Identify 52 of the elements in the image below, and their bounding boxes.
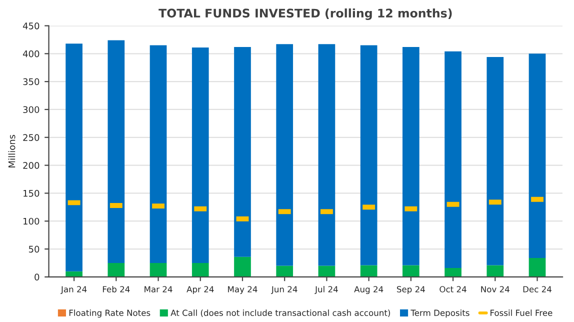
- bar: [192, 48, 209, 263]
- bar: [360, 45, 378, 266]
- bar: [528, 258, 546, 277]
- bar: [486, 57, 504, 266]
- bar: [108, 40, 125, 263]
- y-axis-title: Millions: [8, 134, 16, 168]
- y-tick-label: 350: [23, 78, 40, 86]
- bar: [318, 266, 336, 277]
- bar: [276, 44, 294, 266]
- legend-label: Fossil Fuel Free: [490, 310, 552, 316]
- x-tick-label: Jul 24: [314, 286, 338, 294]
- y-tick-label: 450: [22, 22, 40, 30]
- bar: [66, 44, 82, 272]
- bar: [108, 262, 125, 277]
- bar: [276, 266, 294, 277]
- x-tick-label: May 24: [228, 286, 258, 294]
- bar: [318, 44, 336, 266]
- bar: [444, 268, 462, 277]
- bar: [150, 262, 167, 277]
- y-tick-label: 150: [24, 190, 40, 197]
- y-tick-label: 400: [22, 50, 40, 58]
- legend-label: Floating Rate Notes: [69, 310, 150, 318]
- bar: [486, 265, 504, 277]
- y-tick-label: 200: [23, 162, 40, 169]
- bar: [402, 265, 420, 277]
- bar: [528, 54, 546, 258]
- legend-label: Term Deposits: [410, 310, 470, 318]
- x-tick-label: Sep 24: [396, 286, 425, 294]
- x-tick-label: Nov 24: [481, 286, 510, 292]
- x-tick-label: Jan 24: [60, 286, 87, 294]
- bar: [150, 45, 167, 263]
- bar: [360, 265, 378, 277]
- y-tick-label: 250: [23, 134, 40, 141]
- bar: [66, 271, 82, 277]
- bar: [192, 262, 209, 277]
- legend-label: At Call (does not include transactional cash account): [170, 310, 390, 317]
- x-tick-label: Oct 24: [440, 286, 466, 292]
- chart-title: TOTAL FUNDS INVESTED (rolling 12 months): [158, 8, 452, 20]
- x-tick-label: Apr 24: [186, 286, 214, 294]
- y-tick-label: 300: [23, 106, 40, 114]
- y-tick-label: 0: [34, 274, 40, 280]
- x-tick-label: Jun 24: [271, 286, 298, 294]
- bar: [234, 46, 251, 257]
- x-tick-label: Feb 24: [102, 286, 130, 292]
- y-tick-label: 50: [28, 246, 40, 253]
- bar: [402, 46, 420, 266]
- y-tick-label: 100: [24, 218, 40, 225]
- x-tick-label: Mar 24: [144, 286, 172, 292]
- x-tick-label: Aug 24: [354, 286, 384, 294]
- bar: [234, 256, 251, 277]
- bar: [444, 51, 462, 268]
- x-tick-label: Dec 24: [523, 286, 552, 292]
